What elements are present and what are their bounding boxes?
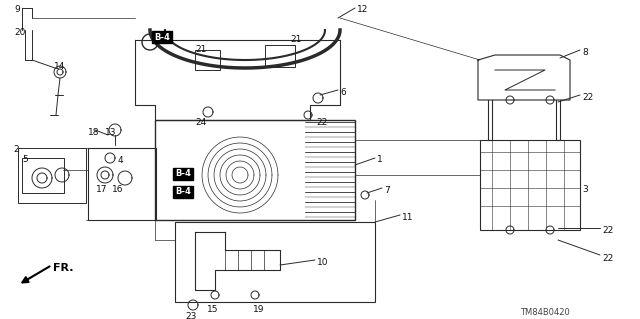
- Text: 12: 12: [357, 5, 369, 14]
- Text: 3: 3: [582, 185, 588, 194]
- Text: 22: 22: [602, 254, 613, 263]
- Text: TM84B0420: TM84B0420: [520, 308, 570, 317]
- Text: 19: 19: [253, 305, 264, 314]
- Bar: [155, 120, 355, 220]
- Text: B-4: B-4: [175, 169, 191, 179]
- Text: 14: 14: [54, 62, 65, 71]
- Text: 20: 20: [14, 28, 26, 37]
- Text: 16: 16: [112, 185, 124, 194]
- Text: 9: 9: [14, 5, 20, 14]
- Text: 23: 23: [185, 312, 196, 319]
- Bar: [22, 158, 64, 193]
- Bar: [18, 148, 86, 203]
- Text: 7: 7: [384, 186, 390, 195]
- Text: 5: 5: [22, 155, 28, 164]
- Bar: [88, 148, 156, 220]
- Bar: [265, 45, 295, 67]
- Bar: [480, 140, 580, 230]
- Text: FR.: FR.: [53, 263, 74, 273]
- Text: 4: 4: [118, 156, 124, 165]
- Bar: [195, 50, 220, 70]
- Text: 22: 22: [582, 93, 593, 102]
- Text: 17: 17: [96, 185, 108, 194]
- Text: 11: 11: [402, 213, 413, 222]
- Text: 21: 21: [290, 35, 301, 44]
- Text: 13: 13: [105, 128, 116, 137]
- Text: 10: 10: [317, 258, 328, 267]
- Text: 6: 6: [340, 88, 346, 97]
- Text: 15: 15: [207, 305, 218, 314]
- Text: 8: 8: [582, 48, 588, 57]
- Text: 24: 24: [195, 118, 206, 127]
- Text: 1: 1: [377, 155, 383, 164]
- Text: 2: 2: [13, 145, 19, 154]
- Bar: [175, 222, 375, 302]
- Text: 22: 22: [316, 118, 327, 127]
- Text: B-4: B-4: [175, 188, 191, 197]
- Text: 22: 22: [602, 226, 613, 235]
- Text: 21: 21: [195, 45, 206, 54]
- Text: 18: 18: [88, 128, 99, 137]
- Text: B-4: B-4: [154, 33, 170, 41]
